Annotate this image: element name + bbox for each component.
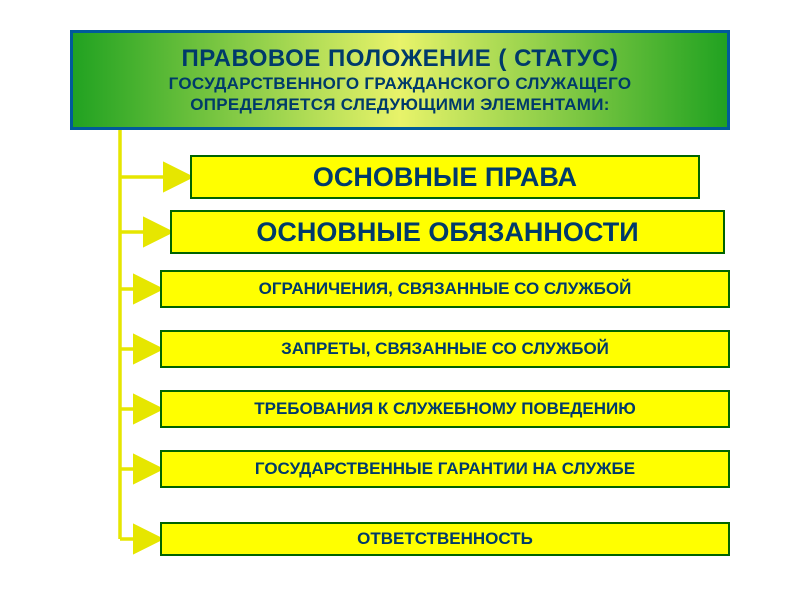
header-subtitle-2: ОПРЕДЕЛЯЕТСЯ СЛЕДУЮЩИМИ ЭЛЕМЕНТАМИ:	[190, 94, 609, 115]
item-label-2: ОГРАНИЧЕНИЯ, СВЯЗАННЫЕ СО СЛУЖБОЙ	[259, 279, 632, 299]
header-title: ПРАВОВОЕ ПОЛОЖЕНИЕ ( СТАТУС)	[181, 45, 618, 73]
item-label-5: ГОСУДАРСТВЕННЫЕ ГАРАНТИИ НА СЛУЖБЕ	[255, 459, 635, 479]
item-label-3: ЗАПРЕТЫ, СВЯЗАННЫЕ СО СЛУЖБОЙ	[281, 339, 609, 359]
item-label-4: ТРЕБОВАНИЯ К СЛУЖЕБНОМУ ПОВЕДЕНИЮ	[254, 399, 636, 419]
item-box-3: ЗАПРЕТЫ, СВЯЗАННЫЕ СО СЛУЖБОЙ	[160, 330, 730, 368]
item-box-4: ТРЕБОВАНИЯ К СЛУЖЕБНОМУ ПОВЕДЕНИЮ	[160, 390, 730, 428]
item-label-6: ОТВЕТСТВЕННОСТЬ	[357, 529, 533, 549]
item-box-6: ОТВЕТСТВЕННОСТЬ	[160, 522, 730, 556]
item-box-1: ОСНОВНЫЕ ОБЯЗАННОСТИ	[170, 210, 725, 254]
header-box: ПРАВОВОЕ ПОЛОЖЕНИЕ ( СТАТУС) ГОСУДАРСТВЕ…	[70, 30, 730, 130]
item-label-1: ОСНОВНЫЕ ОБЯЗАННОСТИ	[256, 217, 638, 248]
item-box-5: ГОСУДАРСТВЕННЫЕ ГАРАНТИИ НА СЛУЖБЕ	[160, 450, 730, 488]
item-box-2: ОГРАНИЧЕНИЯ, СВЯЗАННЫЕ СО СЛУЖБОЙ	[160, 270, 730, 308]
header-subtitle-1: ГОСУДАРСТВЕННОГО ГРАЖДАНСКОГО СЛУЖАЩЕГО	[169, 73, 632, 94]
item-box-0: ОСНОВНЫЕ ПРАВА	[190, 155, 700, 199]
item-label-0: ОСНОВНЫЕ ПРАВА	[313, 162, 577, 193]
